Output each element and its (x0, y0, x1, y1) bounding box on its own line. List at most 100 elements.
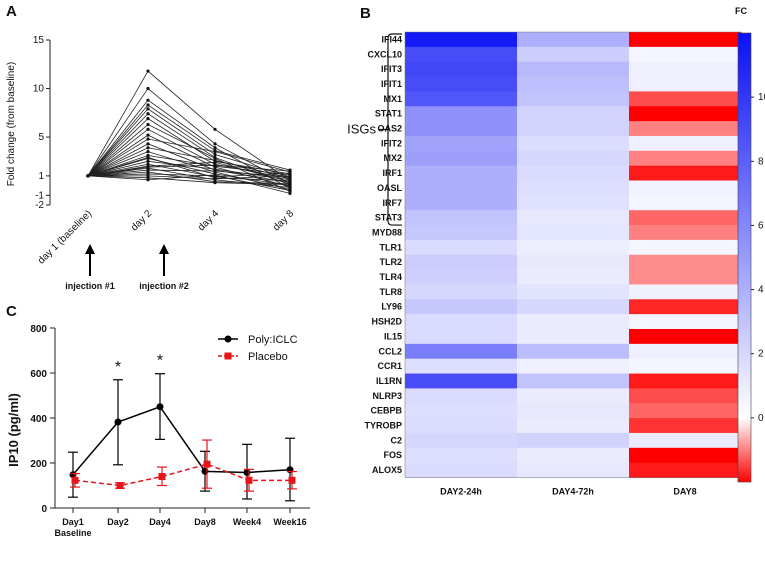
legend-marker (224, 352, 232, 360)
heatmap-cell (517, 195, 630, 211)
a-series-line (87, 160, 291, 181)
chart-a-ylabel: Fold change (from baseline) (6, 62, 17, 187)
heatmap-cell (629, 314, 742, 330)
a-series-point (213, 142, 217, 146)
a-x-tick-label: day 8 (271, 208, 296, 233)
a-series-point (213, 181, 217, 185)
a-y-tick-label: -1 (35, 190, 44, 201)
significance-marker: * (115, 359, 121, 376)
heatmap-cell (405, 61, 518, 78)
gene-label: IFIT3 (381, 64, 402, 74)
heatmap-cell (405, 106, 518, 122)
a-series-line (87, 138, 291, 177)
heatmap-cell (629, 403, 742, 419)
heatmap-cell (629, 388, 742, 404)
a-series-line (87, 128, 291, 180)
heatmap-cell (405, 195, 518, 211)
gene-label: MX2 (383, 153, 402, 163)
colorbar-tick-label: 0 (758, 413, 764, 424)
colorbar-title: FC (735, 6, 747, 16)
heatmap-cell (629, 462, 742, 478)
colorbar-tick-label: 8 (758, 156, 764, 167)
c-y-tick-label: 600 (30, 369, 47, 380)
gene-label: TYROBP (364, 421, 402, 431)
heatmap-cell (517, 46, 630, 63)
heatmap-column-label: DAY4-72h (552, 487, 594, 497)
heatmap-cell (629, 195, 742, 211)
a-series-point (146, 107, 150, 111)
legend-label: Poly:ICLC (248, 334, 298, 346)
colorbar-tick-label: 4 (758, 285, 764, 296)
a-series-line (87, 157, 291, 182)
heatmap-cell (517, 314, 630, 330)
heatmap-cell (517, 432, 630, 449)
a-series-line (87, 104, 291, 177)
heatmap-cell (517, 447, 630, 464)
a-series-point (146, 133, 150, 137)
gene-label: C2 (390, 435, 402, 445)
a-series-point (213, 150, 217, 154)
a-series-point (146, 146, 150, 150)
heatmap-cell (517, 373, 630, 389)
a-x-tick-label: day 2 (129, 208, 154, 233)
gene-label: TLR2 (380, 257, 403, 267)
gene-label: CCR1 (377, 361, 402, 371)
gene-label: CCL2 (378, 346, 402, 356)
a-y-tick-label: -2 (35, 200, 44, 211)
c-point (158, 473, 166, 480)
injection-label: injection #2 (139, 281, 189, 291)
heatmap-cell (629, 432, 742, 449)
a-y-tick-label: 5 (38, 132, 44, 143)
a-series-line (87, 134, 291, 187)
a-y-tick-label: 10 (33, 84, 45, 95)
heatmap-cell (405, 418, 518, 434)
heatmap-cell (405, 32, 518, 48)
heatmap-cell (517, 239, 630, 256)
a-x-tick-label: day 4 (196, 208, 221, 233)
heatmap-cell (629, 150, 742, 167)
heatmap-cell (629, 46, 742, 63)
c-x-tick-label: Day1 (62, 517, 84, 527)
gene-label: MX1 (383, 94, 402, 104)
gene-label: NLRP3 (372, 391, 402, 401)
a-series-point (213, 127, 217, 131)
injection-arrowhead (159, 244, 169, 254)
heatmap-cell (405, 343, 518, 360)
heatmap-cell (405, 239, 518, 256)
c-y-tick-label: 200 (30, 459, 47, 470)
a-series-line (87, 87, 291, 185)
a-series-point (288, 174, 292, 178)
heatmap-cell (517, 76, 630, 92)
gene-label: TLR1 (380, 242, 403, 252)
a-series-point (146, 137, 150, 141)
a-series-point (213, 152, 217, 157)
a-series-point (146, 178, 150, 182)
gene-label: HSH2D (371, 317, 402, 327)
a-series-line (87, 155, 291, 177)
heatmap-cell (405, 284, 518, 300)
heatmap-cell (517, 358, 630, 375)
a-series-line (87, 143, 291, 184)
a-series-point (213, 173, 217, 177)
heatmap-cell (629, 343, 742, 360)
heatmap-cell (517, 254, 630, 271)
a-series-line (87, 174, 291, 194)
gene-label: OASL (377, 183, 403, 193)
heatmap-cell (517, 388, 630, 404)
a-series-point (146, 142, 150, 146)
a-y-tick-label: 15 (33, 35, 45, 46)
a-series-line (87, 108, 291, 178)
a-series-point (146, 103, 150, 107)
heatmap-cell (517, 135, 630, 152)
heatmap-cell (405, 225, 518, 241)
c-point (71, 476, 79, 484)
c-x-tick-label: Day4 (149, 517, 171, 527)
a-series-line (87, 164, 291, 177)
heatmap-cell (629, 61, 742, 78)
gene-label: CXCL10 (367, 49, 402, 59)
heatmap-cell (517, 106, 630, 122)
heatmap-cell (405, 150, 518, 167)
gene-label: IL1RN (376, 376, 402, 386)
heatmap-cell (517, 165, 630, 181)
